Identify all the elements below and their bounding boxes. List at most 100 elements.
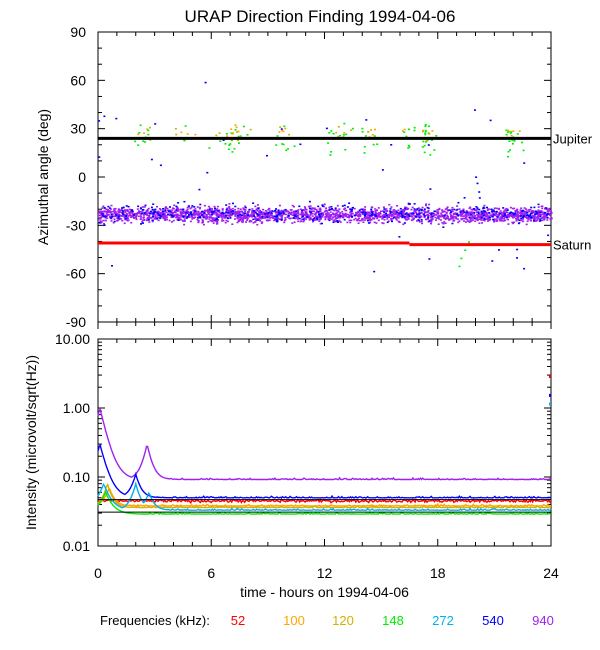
point-940 <box>274 212 277 214</box>
point-148 <box>238 142 240 144</box>
point-940 <box>113 208 116 211</box>
point-940 <box>462 217 465 220</box>
point-940 <box>313 208 316 210</box>
series-148-intensity <box>97 490 551 516</box>
point-540 <box>547 213 550 215</box>
point-940 <box>502 213 505 216</box>
point-540 <box>183 200 186 203</box>
point-940 <box>420 216 423 218</box>
point-940 <box>485 214 488 216</box>
point-940 <box>465 221 467 223</box>
point-940 <box>324 218 327 221</box>
point-940 <box>135 218 138 221</box>
point-148 <box>137 144 140 146</box>
point-940 <box>209 207 211 210</box>
point-540 <box>175 205 178 208</box>
point-148 <box>231 151 234 153</box>
point-940 <box>215 220 218 223</box>
point-940 <box>476 208 479 211</box>
point-940 <box>520 207 523 209</box>
point-540 <box>389 211 392 213</box>
series-540-intensity <box>97 443 552 499</box>
point-940 <box>437 217 440 219</box>
point-940 <box>117 210 120 213</box>
point-940 <box>185 209 188 212</box>
point-148 <box>228 144 231 146</box>
point-940 <box>127 219 130 221</box>
point-940 <box>135 216 137 219</box>
point-940 <box>391 211 394 214</box>
point-540 <box>521 210 524 212</box>
intensity-line-148 <box>97 490 551 516</box>
point-940 <box>309 205 312 207</box>
point-940 <box>476 214 479 216</box>
point-940 <box>386 218 389 220</box>
point-940 <box>476 219 479 222</box>
point-940 <box>290 211 293 214</box>
point-540 <box>337 221 339 223</box>
point-940 <box>242 214 245 216</box>
point-540 <box>234 205 237 208</box>
point-940 <box>280 211 283 214</box>
point-120 <box>510 134 513 137</box>
point-940 <box>547 212 550 214</box>
point-540-outlier <box>442 226 445 228</box>
point-148 <box>506 131 509 133</box>
point-940 <box>437 223 440 225</box>
point-540-outlier <box>475 176 478 178</box>
azimuth-axis-label: Azimuthal angle (deg) <box>35 109 51 245</box>
point-540 <box>110 213 113 216</box>
point-940 <box>440 215 443 218</box>
point-940 <box>283 209 286 212</box>
point-940 <box>530 211 533 213</box>
point-940 <box>228 209 231 211</box>
point-940 <box>299 208 302 211</box>
point-940 <box>326 215 329 217</box>
point-540-outlier <box>325 127 328 130</box>
point-940 <box>412 213 415 216</box>
point-540-outlier <box>491 260 494 262</box>
point-540 <box>153 211 156 213</box>
point-940 <box>368 211 371 214</box>
point-940 <box>379 216 382 218</box>
point-940 <box>180 218 183 221</box>
point-940 <box>110 220 113 222</box>
point-148 <box>147 133 150 136</box>
point-540 <box>275 218 278 220</box>
point-940 <box>485 213 488 215</box>
point-540-outlier <box>489 119 492 122</box>
point-940 <box>461 213 463 216</box>
point-540 <box>361 211 364 214</box>
point-940 <box>206 216 209 218</box>
point-940 <box>123 217 126 219</box>
point-940 <box>183 220 186 222</box>
point-940 <box>211 209 214 212</box>
point-940 <box>289 217 292 220</box>
point-540 <box>499 212 502 215</box>
point-940 <box>425 204 427 207</box>
point-940 <box>437 216 440 218</box>
point-940 <box>229 211 231 213</box>
point-540 <box>264 213 267 215</box>
point-148 <box>342 134 345 136</box>
point-940 <box>521 213 524 215</box>
point-100 <box>281 129 284 132</box>
point-540 <box>261 216 264 218</box>
point-940 <box>287 212 290 215</box>
point-540 <box>276 214 279 217</box>
point-540 <box>343 204 346 207</box>
point-540 <box>431 212 434 215</box>
point-940 <box>146 214 149 217</box>
point-940 <box>309 213 312 215</box>
end-spike <box>549 402 551 406</box>
point-940 <box>168 214 171 216</box>
point-540 <box>386 221 389 224</box>
point-940 <box>117 211 120 214</box>
point-540 <box>270 212 273 214</box>
point-940 <box>529 208 532 211</box>
point-940 <box>548 210 551 212</box>
point-540 <box>367 222 370 224</box>
point-940 <box>465 210 468 212</box>
point-940 <box>123 222 126 225</box>
